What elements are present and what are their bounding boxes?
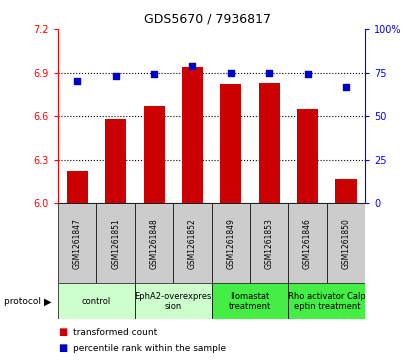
Point <box>74 78 81 84</box>
Bar <box>250 203 288 283</box>
Bar <box>58 283 135 319</box>
Point <box>227 70 234 76</box>
Bar <box>259 83 280 203</box>
Text: transformed count: transformed count <box>73 328 157 337</box>
Bar <box>288 283 365 319</box>
Bar <box>220 84 242 203</box>
Text: GSM1261849: GSM1261849 <box>226 218 235 269</box>
Point <box>266 70 273 76</box>
Text: GSM1261848: GSM1261848 <box>149 218 159 269</box>
Bar <box>67 171 88 203</box>
Point <box>112 73 119 79</box>
Text: percentile rank within the sample: percentile rank within the sample <box>73 344 226 353</box>
Point <box>189 63 196 69</box>
Point <box>151 72 157 77</box>
Text: GSM1261852: GSM1261852 <box>188 218 197 269</box>
Text: GSM1261853: GSM1261853 <box>265 218 274 269</box>
Bar <box>335 179 356 203</box>
Bar <box>135 203 173 283</box>
Text: EphA2-overexpres
sion: EphA2-overexpres sion <box>134 291 212 311</box>
Point <box>343 83 349 89</box>
Bar <box>144 106 165 203</box>
Bar <box>288 203 327 283</box>
Text: protocol: protocol <box>4 297 44 306</box>
Text: GDS5670 / 7936817: GDS5670 / 7936817 <box>144 13 271 26</box>
Bar <box>96 203 135 283</box>
Text: GSM1261851: GSM1261851 <box>111 218 120 269</box>
Text: ■: ■ <box>58 343 67 354</box>
Text: GSM1261846: GSM1261846 <box>303 218 312 269</box>
Text: Ilomastat
treatment: Ilomastat treatment <box>229 291 271 311</box>
Bar <box>297 109 318 203</box>
Bar <box>327 203 365 283</box>
Bar <box>212 283 288 319</box>
Text: GSM1261850: GSM1261850 <box>342 218 351 269</box>
Bar <box>135 283 212 319</box>
Bar <box>212 203 250 283</box>
Bar <box>182 67 203 203</box>
Text: control: control <box>82 297 111 306</box>
Bar <box>105 119 126 203</box>
Text: Rho activator Calp
eptin treatment: Rho activator Calp eptin treatment <box>288 291 366 311</box>
Text: ■: ■ <box>58 327 67 337</box>
Text: GSM1261847: GSM1261847 <box>73 218 82 269</box>
Bar <box>173 203 212 283</box>
Bar <box>58 203 96 283</box>
Point <box>304 72 311 77</box>
Text: ▶: ▶ <box>44 296 51 306</box>
